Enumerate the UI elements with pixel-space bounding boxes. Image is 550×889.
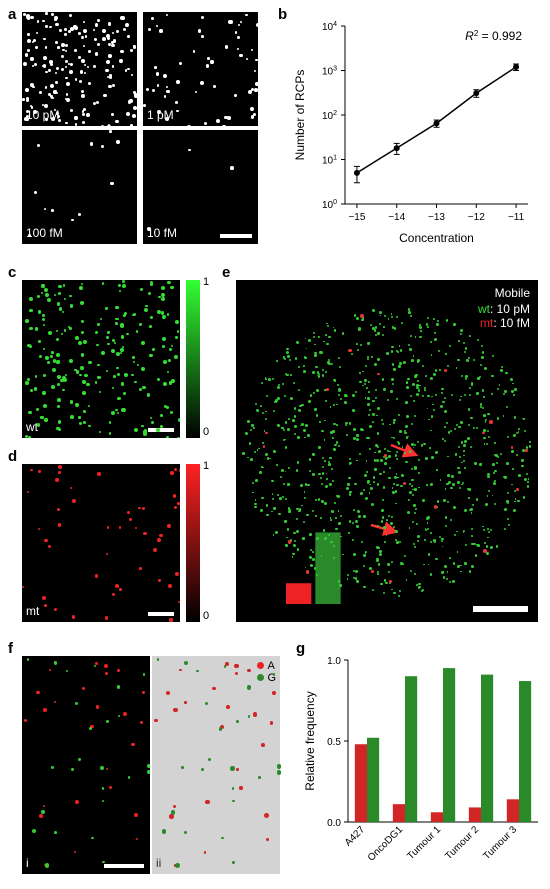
scalebar-a — [220, 234, 252, 238]
svg-text:Number of RCPs: Number of RCPs — [293, 70, 307, 161]
pf-i: i — [26, 856, 29, 870]
quad2-label: 100 fM — [26, 226, 63, 240]
svg-text:104: 104 — [322, 21, 337, 33]
panel-a-quad-3: 10 fM — [143, 130, 258, 244]
svg-text:R2 = 0.992: R2 = 0.992 — [465, 29, 522, 43]
svg-text:Tumour 3: Tumour 3 — [481, 824, 519, 862]
svg-text:102: 102 — [263, 554, 276, 563]
svg-text:Concentration: Concentration — [399, 231, 474, 245]
svg-text:0.5: 0.5 — [327, 737, 341, 748]
svg-text:Relative frequency: Relative frequency — [303, 691, 317, 790]
svg-text:−11: −11 — [508, 212, 525, 223]
panel-d-gradient — [186, 464, 200, 622]
panel-label-a: a — [8, 6, 16, 23]
svg-text:−12: −12 — [468, 212, 485, 223]
svg-text:−13: −13 — [428, 212, 445, 223]
grad-d-top: 1 — [203, 460, 209, 472]
scalebar-d — [148, 612, 174, 616]
quad3-label: 10 fM — [147, 226, 177, 240]
svg-text:A427: A427 — [343, 824, 368, 849]
svg-text:103: 103 — [322, 66, 337, 78]
panel-a-quad-0: 10 pM — [22, 12, 137, 126]
panel-label-e: e — [222, 264, 230, 281]
scalebar-c — [148, 428, 174, 432]
grad-c-top: 1 — [203, 276, 209, 288]
svg-text:100: 100 — [263, 600, 276, 609]
panel-d: mt — [22, 464, 180, 622]
panel-c-text: wt — [26, 420, 38, 434]
panel-c: wt — [22, 280, 180, 438]
svg-text:0.0: 0.0 — [327, 818, 341, 829]
panel-label-d: d — [8, 448, 17, 465]
svg-text:Tumour 1: Tumour 1 — [405, 824, 443, 862]
svg-text:Tumour 2: Tumour 2 — [443, 824, 481, 862]
panel-d-text: mt — [26, 604, 39, 618]
svg-text:No. of RCPs: No. of RCPs — [244, 532, 254, 583]
panel-b-chart: 100 101 102 103 104 −15 −14 −13 −12 −11 Concentrat… — [290, 14, 540, 248]
svg-text:101: 101 — [322, 155, 337, 167]
svg-text:−15: −15 — [348, 212, 365, 223]
panel-a: 10 pM 1 pM 100 fM 10 fM — [22, 12, 258, 244]
panel-a-quad-2: 100 fM — [22, 130, 137, 244]
panel-g-chart: 0.0 0.5 1.0 A427OncoDG1Tumour 1Tumour 2Tumo… — [300, 652, 544, 884]
panel-label-f: f — [8, 640, 13, 657]
panel-f-left: i — [22, 656, 150, 874]
panel-e-inset: 100101102103104No. of RCPs — [242, 506, 362, 616]
svg-text:100: 100 — [322, 199, 337, 211]
panel-label-b: b — [278, 6, 287, 23]
panel-f-legend: AG — [257, 660, 276, 684]
panel-c-gradient — [186, 280, 200, 438]
grad-c-bot: 0 — [203, 426, 209, 438]
panel-f-right: ii AG — [152, 656, 280, 874]
pf-ii: ii — [156, 856, 161, 870]
panel-a-quad-1: 1 pM — [143, 12, 258, 126]
grad-d-bot: 0 — [203, 610, 209, 622]
panel-e: Mobile wt: 10 pMmt: 10 fM 10010110210310… — [236, 280, 538, 622]
svg-text:−14: −14 — [388, 212, 405, 223]
scalebar-f — [104, 864, 144, 868]
svg-text:101: 101 — [263, 577, 276, 586]
svg-text:102: 102 — [322, 110, 337, 122]
panel-label-c: c — [8, 264, 16, 281]
svg-text:1.0: 1.0 — [327, 656, 341, 667]
svg-text:OncoDG1: OncoDG1 — [366, 824, 406, 864]
